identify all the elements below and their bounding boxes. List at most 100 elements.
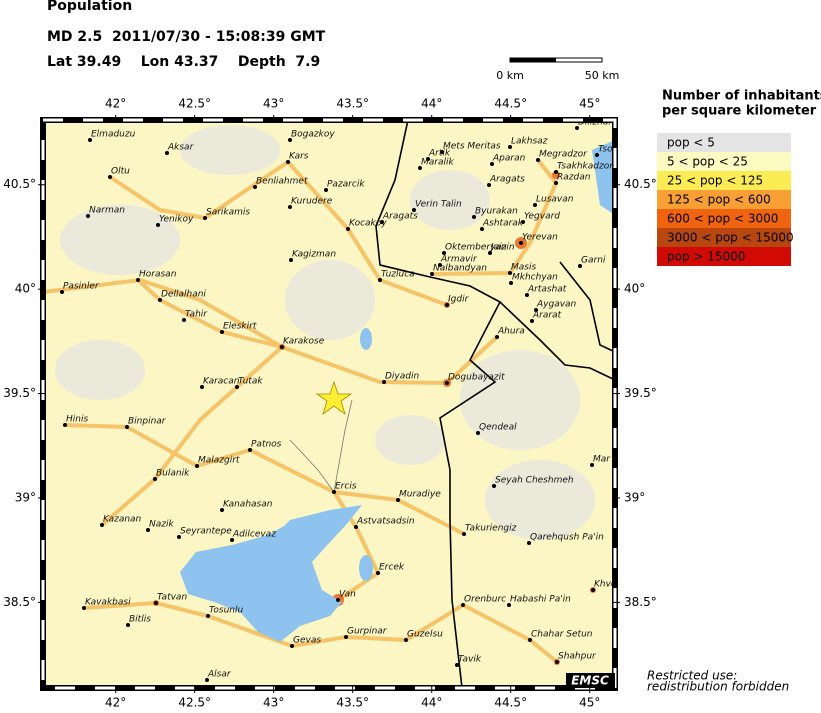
x-tick-label: 44° [421, 97, 442, 111]
city-label: Karacan [203, 377, 240, 387]
city-dot [230, 538, 234, 542]
y-tick-label: 40° [15, 282, 36, 296]
legend-label: pop > 15000 [667, 250, 745, 264]
city-dot [195, 464, 199, 468]
scale-bar: 0 km 50 km [496, 57, 620, 82]
x-tick-label: 44.5° [494, 97, 527, 111]
city-dot [154, 601, 158, 605]
map-area: Elmaduzu Aksar Bogazkoy Oltu Kars Benliahmet P… [40, 117, 619, 691]
city-label: Tsov [598, 145, 619, 155]
city-label: Kurudere [291, 197, 333, 207]
x-tick-label: 44° [421, 696, 442, 710]
city-label: Shahpur [558, 652, 597, 662]
legend-label: 600 < pop < 3000 [667, 212, 778, 226]
y-tick-label: 38.5° [624, 595, 657, 609]
city-dot [438, 263, 442, 267]
legend-swatch [657, 228, 791, 247]
city-label: Eleskirt [223, 322, 257, 332]
city-label: Lusavan [536, 195, 574, 205]
city-label: Kars [289, 152, 309, 162]
city-dot [253, 185, 257, 189]
city-label: Tavik [458, 655, 482, 665]
city-dot [200, 385, 204, 389]
city-label: Benliahmet [256, 177, 308, 187]
city-dot [177, 535, 181, 539]
city-label: Gevas [293, 636, 321, 646]
city-label: Yenikoy [159, 215, 194, 225]
city-label: Elmaduzu [91, 130, 136, 140]
x-tick-label: 43.5° [336, 696, 369, 710]
city-dot [205, 678, 209, 682]
x-tick-label: 45° [579, 97, 600, 111]
city-dot [536, 158, 540, 162]
city-label: Kanahasan [223, 500, 273, 510]
city-dot [554, 170, 558, 174]
y-tick-label: 40.5° [624, 177, 657, 191]
notice-line: Restricted use: [647, 669, 737, 683]
city-label: Pazarcik [327, 180, 365, 190]
city-dot [235, 385, 239, 389]
city-dot [508, 145, 512, 149]
scale-start: 0 km [496, 69, 524, 82]
city-dot [290, 644, 294, 648]
city-label: Verin Talin [415, 200, 462, 210]
city-label: Dogubayazit [448, 373, 505, 383]
x-tick-label: 43° [263, 696, 284, 710]
city-dot [153, 477, 157, 481]
y-tick-label: 39° [624, 490, 645, 504]
event-line: MD 2.5 2011/07/30 - 15:08:39 GMT [47, 29, 326, 45]
city-label: Kocakoy [349, 219, 387, 229]
city-dot [344, 635, 348, 639]
city-label: Artik [428, 149, 451, 159]
city-label: Nazik [149, 520, 174, 530]
city-dot [182, 318, 186, 322]
city-label: Aksar [167, 143, 195, 153]
legend-title: per square kilometer [662, 104, 817, 119]
city-dot [108, 175, 112, 179]
city-dot [378, 278, 382, 282]
city-label: Horasan [139, 270, 177, 280]
city-dot [527, 541, 531, 545]
legend-swatch [657, 152, 791, 171]
scale-end: 50 km [585, 69, 620, 82]
city-dot [286, 160, 290, 164]
city-label: Yerevan [522, 233, 558, 243]
city-dot [126, 623, 130, 627]
city-dot [445, 381, 449, 385]
lake-van [180, 505, 362, 642]
city-dot [220, 330, 224, 334]
city-dot [63, 423, 67, 427]
city-label: Lakhsaz [511, 137, 548, 147]
city-label: Qarehqush Pa'in [530, 533, 604, 543]
city-dot [336, 598, 340, 602]
city-label: Khvo [594, 580, 617, 590]
city-label: Oktemberyan [445, 243, 507, 253]
city-label: Jaizin [489, 243, 515, 253]
epicenter-star [315, 380, 353, 416]
city-label: Seyrantepe [180, 527, 232, 537]
legend-label: 125 < pop < 600 [667, 193, 771, 207]
city-label: Mar [593, 455, 611, 465]
city-dot [332, 490, 336, 494]
city-dot [280, 345, 284, 349]
city-label: Aragats [382, 212, 418, 222]
city-label: Malazgirt [198, 456, 240, 466]
city-label: Aparan [492, 154, 526, 164]
city-label: Razdan [557, 173, 591, 183]
legend-title: Number of inhabitants [662, 89, 821, 104]
city-dot [412, 208, 416, 212]
legend-swatch [657, 190, 791, 209]
y-tick-label: 40.5° [3, 177, 36, 191]
city-dot [495, 335, 499, 339]
city-label: Nalbandyan [433, 264, 487, 274]
city-label: Byurakan [475, 207, 518, 217]
x-tick-label: 45° [579, 696, 600, 710]
sparse-areas [55, 125, 595, 540]
city-dot [590, 463, 594, 467]
city-label: Garni [581, 256, 606, 266]
city-label: Tosunlu [209, 606, 243, 616]
y-tick-label: 39.5° [3, 386, 36, 400]
scale-bar-segment [510, 58, 556, 62]
city-label: Ahura [497, 327, 525, 337]
